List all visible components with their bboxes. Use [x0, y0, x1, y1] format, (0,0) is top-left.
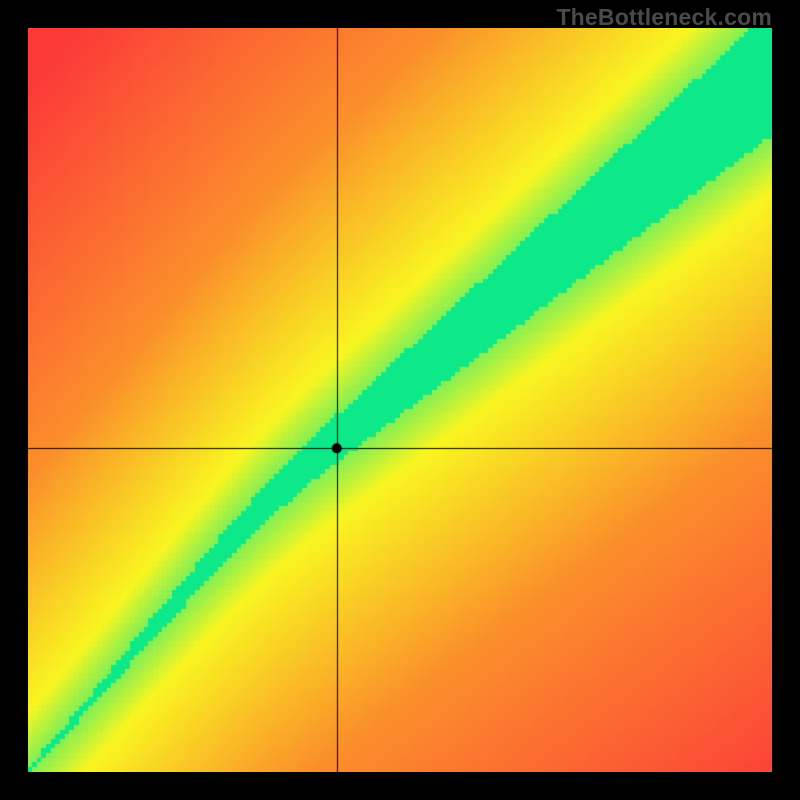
watermark-text: TheBottleneck.com	[556, 4, 772, 31]
chart-container: { "figure": { "width": 800, "height": 80…	[0, 0, 800, 800]
bottleneck-heatmap	[28, 28, 772, 772]
